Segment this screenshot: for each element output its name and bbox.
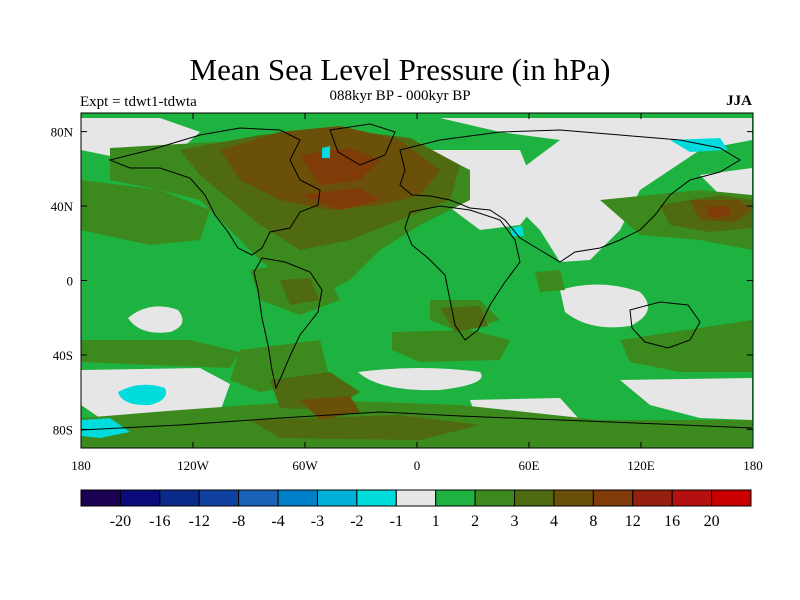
colorbar-label: 20 [704, 513, 720, 530]
colorbar [80, 489, 752, 507]
lat-tick-label: 80N [51, 125, 74, 140]
lat-tick-label: 40S [53, 348, 73, 363]
colorbar-swatch [671, 489, 713, 507]
colorbar-swatch [711, 489, 752, 507]
colorbar-label: 16 [664, 513, 680, 530]
colorbar-swatch [277, 489, 318, 507]
colorbar-label: -12 [189, 513, 210, 530]
colorbar-label: 2 [471, 513, 479, 530]
antarctica-outline [81, 411, 753, 431]
south-america-outline [253, 257, 323, 390]
experiment-label: Expt = tdwt1-tdwta [80, 94, 197, 110]
map-title: Mean Sea Level Pressure (in hPa) [189, 52, 611, 87]
colorbar-swatch [632, 489, 673, 507]
colorbar-swatch [356, 489, 397, 507]
season-label: JJA [726, 93, 752, 109]
colorbar-swatch [553, 489, 594, 507]
lat-tick-label: 80S [53, 422, 73, 437]
lat-tick-label: 0 [67, 274, 74, 289]
colorbar-swatch [80, 489, 121, 507]
colorbar-label: -3 [311, 513, 324, 530]
lon-tick-label: 60E [519, 458, 540, 473]
pressure-field [81, 113, 753, 448]
greenland-outline [329, 123, 396, 166]
australia-outline [629, 301, 701, 349]
colorbar-label: -16 [149, 513, 170, 530]
colorbar-swatch [435, 489, 476, 507]
longitude-axis: 180 120W 60W 0 60E 120E 180 [71, 113, 763, 473]
period-label: 088kyr BP - 000kyr BP [329, 88, 471, 104]
colorbar-swatch [316, 489, 358, 507]
lon-tick-label: 120E [627, 458, 655, 473]
colorbar-label: -20 [110, 513, 131, 530]
colorbar-swatch [119, 489, 161, 507]
europe-asia-outline [399, 129, 741, 263]
lon-tick-label: 0 [414, 458, 421, 473]
colorbar-swatch [514, 489, 555, 507]
colorbar-label: -4 [271, 513, 284, 530]
africa-outline [404, 205, 521, 341]
colorbar-swatch [159, 489, 200, 507]
colorbar-label: 4 [550, 513, 558, 530]
colorbar-swatch [474, 489, 516, 507]
colorbar-label: 1 [432, 513, 440, 530]
coastlines [81, 123, 753, 431]
colorbar-label: 3 [511, 513, 519, 530]
colorbar-label: -1 [390, 513, 403, 530]
north-america-outline [108, 127, 321, 256]
lat-tick-label: 40N [51, 199, 74, 214]
colorbar-label: 8 [589, 513, 597, 530]
colorbar-swatch [238, 489, 279, 507]
decrease-regions [81, 138, 728, 438]
lon-tick-label: 120W [177, 458, 210, 473]
lon-tick-label: 180 [71, 458, 91, 473]
colorbar-labels: -20 -16 -12 -8 -4 -3 -2 -1 1 2 3 4 8 12 16 20 [110, 513, 720, 530]
colorbar-swatch [395, 489, 437, 507]
lon-tick-label: 60W [292, 458, 318, 473]
lon-tick-label: 180 [743, 458, 763, 473]
colorbar-label: -8 [232, 513, 245, 530]
colorbar-swatch [592, 489, 634, 507]
colorbar-swatch [198, 489, 240, 507]
colorbar-label: -2 [350, 513, 363, 530]
colorbar-label: 12 [625, 513, 641, 530]
latitude-axis: 80N 40N 0 40S 80S [51, 125, 753, 437]
